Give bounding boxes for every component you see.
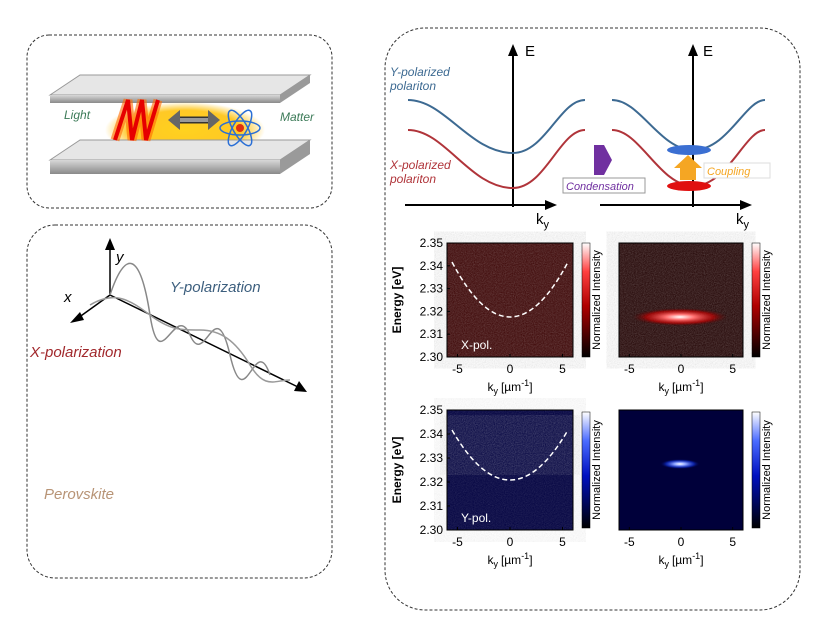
x-tick-label: 5: [729, 362, 736, 376]
x-tick-label: 5: [559, 362, 566, 376]
x-tick-label: -5: [624, 535, 635, 549]
x-axis-label-part: [µm: [501, 553, 521, 567]
x-tick-label: -5: [452, 535, 463, 549]
cavity-illustration: [48, 74, 312, 174]
heatmap-images: [440, 242, 761, 531]
colorbar-label: Normalized Intensity: [761, 250, 773, 350]
branch-label: Y-polarized: [390, 65, 450, 79]
y-tick-label: 2.35: [420, 403, 444, 417]
x-axis-label-part: k: [487, 380, 494, 394]
x-axis-label-part: y: [493, 559, 498, 569]
x-axis-label-part: k: [487, 553, 494, 567]
branch-label: polariton: [389, 79, 436, 93]
x-axis-label-part: [µm: [672, 553, 692, 567]
axis-label: E: [525, 43, 535, 60]
panel-label: X-pol.: [461, 338, 492, 352]
x-axis-label-part: y: [493, 386, 498, 396]
x-tick-label: 0: [507, 362, 514, 376]
y-axis-label: Energy [eV]: [390, 267, 404, 334]
x-tick-label: -5: [452, 362, 463, 376]
panel-label: Y-pol.: [461, 511, 491, 525]
axis-label-sub: y: [544, 219, 550, 231]
panel-frame: [26, 224, 333, 579]
x-axis-label-part: [µm: [501, 380, 521, 394]
x-axis-label-part: y: [664, 559, 669, 569]
panel-frame: [26, 34, 333, 209]
process-label: Coupling: [707, 166, 751, 178]
axis-label-sub: y: [744, 219, 750, 231]
material-label: Perovskite: [44, 486, 114, 503]
x-axis-label: ky [µm-1]: [658, 551, 703, 569]
x-axis-label-part: k: [658, 553, 665, 567]
x-tick-label: 5: [559, 535, 566, 549]
panel-frame: [384, 27, 801, 611]
axis-label: E: [703, 43, 713, 60]
polarization-label: Y-polarization: [170, 279, 261, 296]
x-axis-label-part: y: [664, 386, 669, 396]
y-tick-label: 2.30: [420, 350, 444, 364]
y-tick-label: 2.31: [420, 327, 444, 341]
y-axis-label: Energy [eV]: [390, 437, 404, 504]
cavity-label: Matter: [280, 110, 315, 124]
x-axis-label-part: ]: [700, 380, 703, 394]
x-axis-label: ky [µm-1]: [487, 551, 532, 569]
axis-label-main: k: [536, 211, 544, 228]
x-tick-label: 0: [678, 535, 685, 549]
y-tick-label: 2.34: [420, 427, 444, 441]
y-tick-label: 2.33: [420, 451, 444, 465]
x-axis-label-part: -1: [692, 378, 700, 388]
colorbar-label: Normalized Intensity: [591, 420, 603, 520]
x-axis-label-part: ]: [700, 553, 703, 567]
x-tick-label: -5: [624, 362, 635, 376]
x-axis-label-part: -1: [521, 378, 529, 388]
process-label: Condensation: [566, 181, 634, 193]
y-tick-label: 2.32: [420, 475, 444, 489]
colorbar-label: Normalized Intensity: [591, 250, 603, 350]
x-axis-label-part: -1: [692, 551, 700, 561]
x-axis-label-part: ]: [529, 380, 532, 394]
polarization-label: X-polarization: [29, 344, 122, 361]
branch-label: polariton: [389, 172, 436, 186]
x-tick-label: 0: [678, 362, 685, 376]
cavity-label: Light: [64, 108, 91, 122]
y-tick-label: 2.34: [420, 259, 444, 273]
y-tick-label: 2.33: [420, 282, 444, 296]
dispersion-plots: [405, 44, 771, 210]
x-axis-label-part: ]: [529, 553, 532, 567]
x-axis-label: ky [µm-1]: [487, 378, 532, 396]
x-axis-label-part: -1: [521, 551, 529, 561]
colorbar-label: Normalized Intensity: [761, 420, 773, 520]
axis-label: ky: [736, 211, 750, 231]
x-tick-label: 0: [507, 535, 514, 549]
y-tick-label: 2.32: [420, 304, 444, 318]
axis-label: y: [115, 249, 125, 266]
axis-label-main: k: [736, 211, 744, 228]
x-axis-label-part: [µm: [672, 380, 692, 394]
axis-label: x: [63, 289, 72, 306]
axis-label: ky: [536, 211, 550, 231]
x-axis-label-part: k: [658, 380, 665, 394]
y-tick-label: 2.30: [420, 523, 444, 537]
y-tick-label: 2.35: [420, 236, 444, 250]
x-axis-label: ky [µm-1]: [658, 378, 703, 396]
x-tick-label: 5: [729, 535, 736, 549]
branch-label: X-polarized: [389, 158, 451, 172]
polarization-illustration: [70, 238, 307, 392]
y-tick-label: 2.31: [420, 499, 444, 513]
